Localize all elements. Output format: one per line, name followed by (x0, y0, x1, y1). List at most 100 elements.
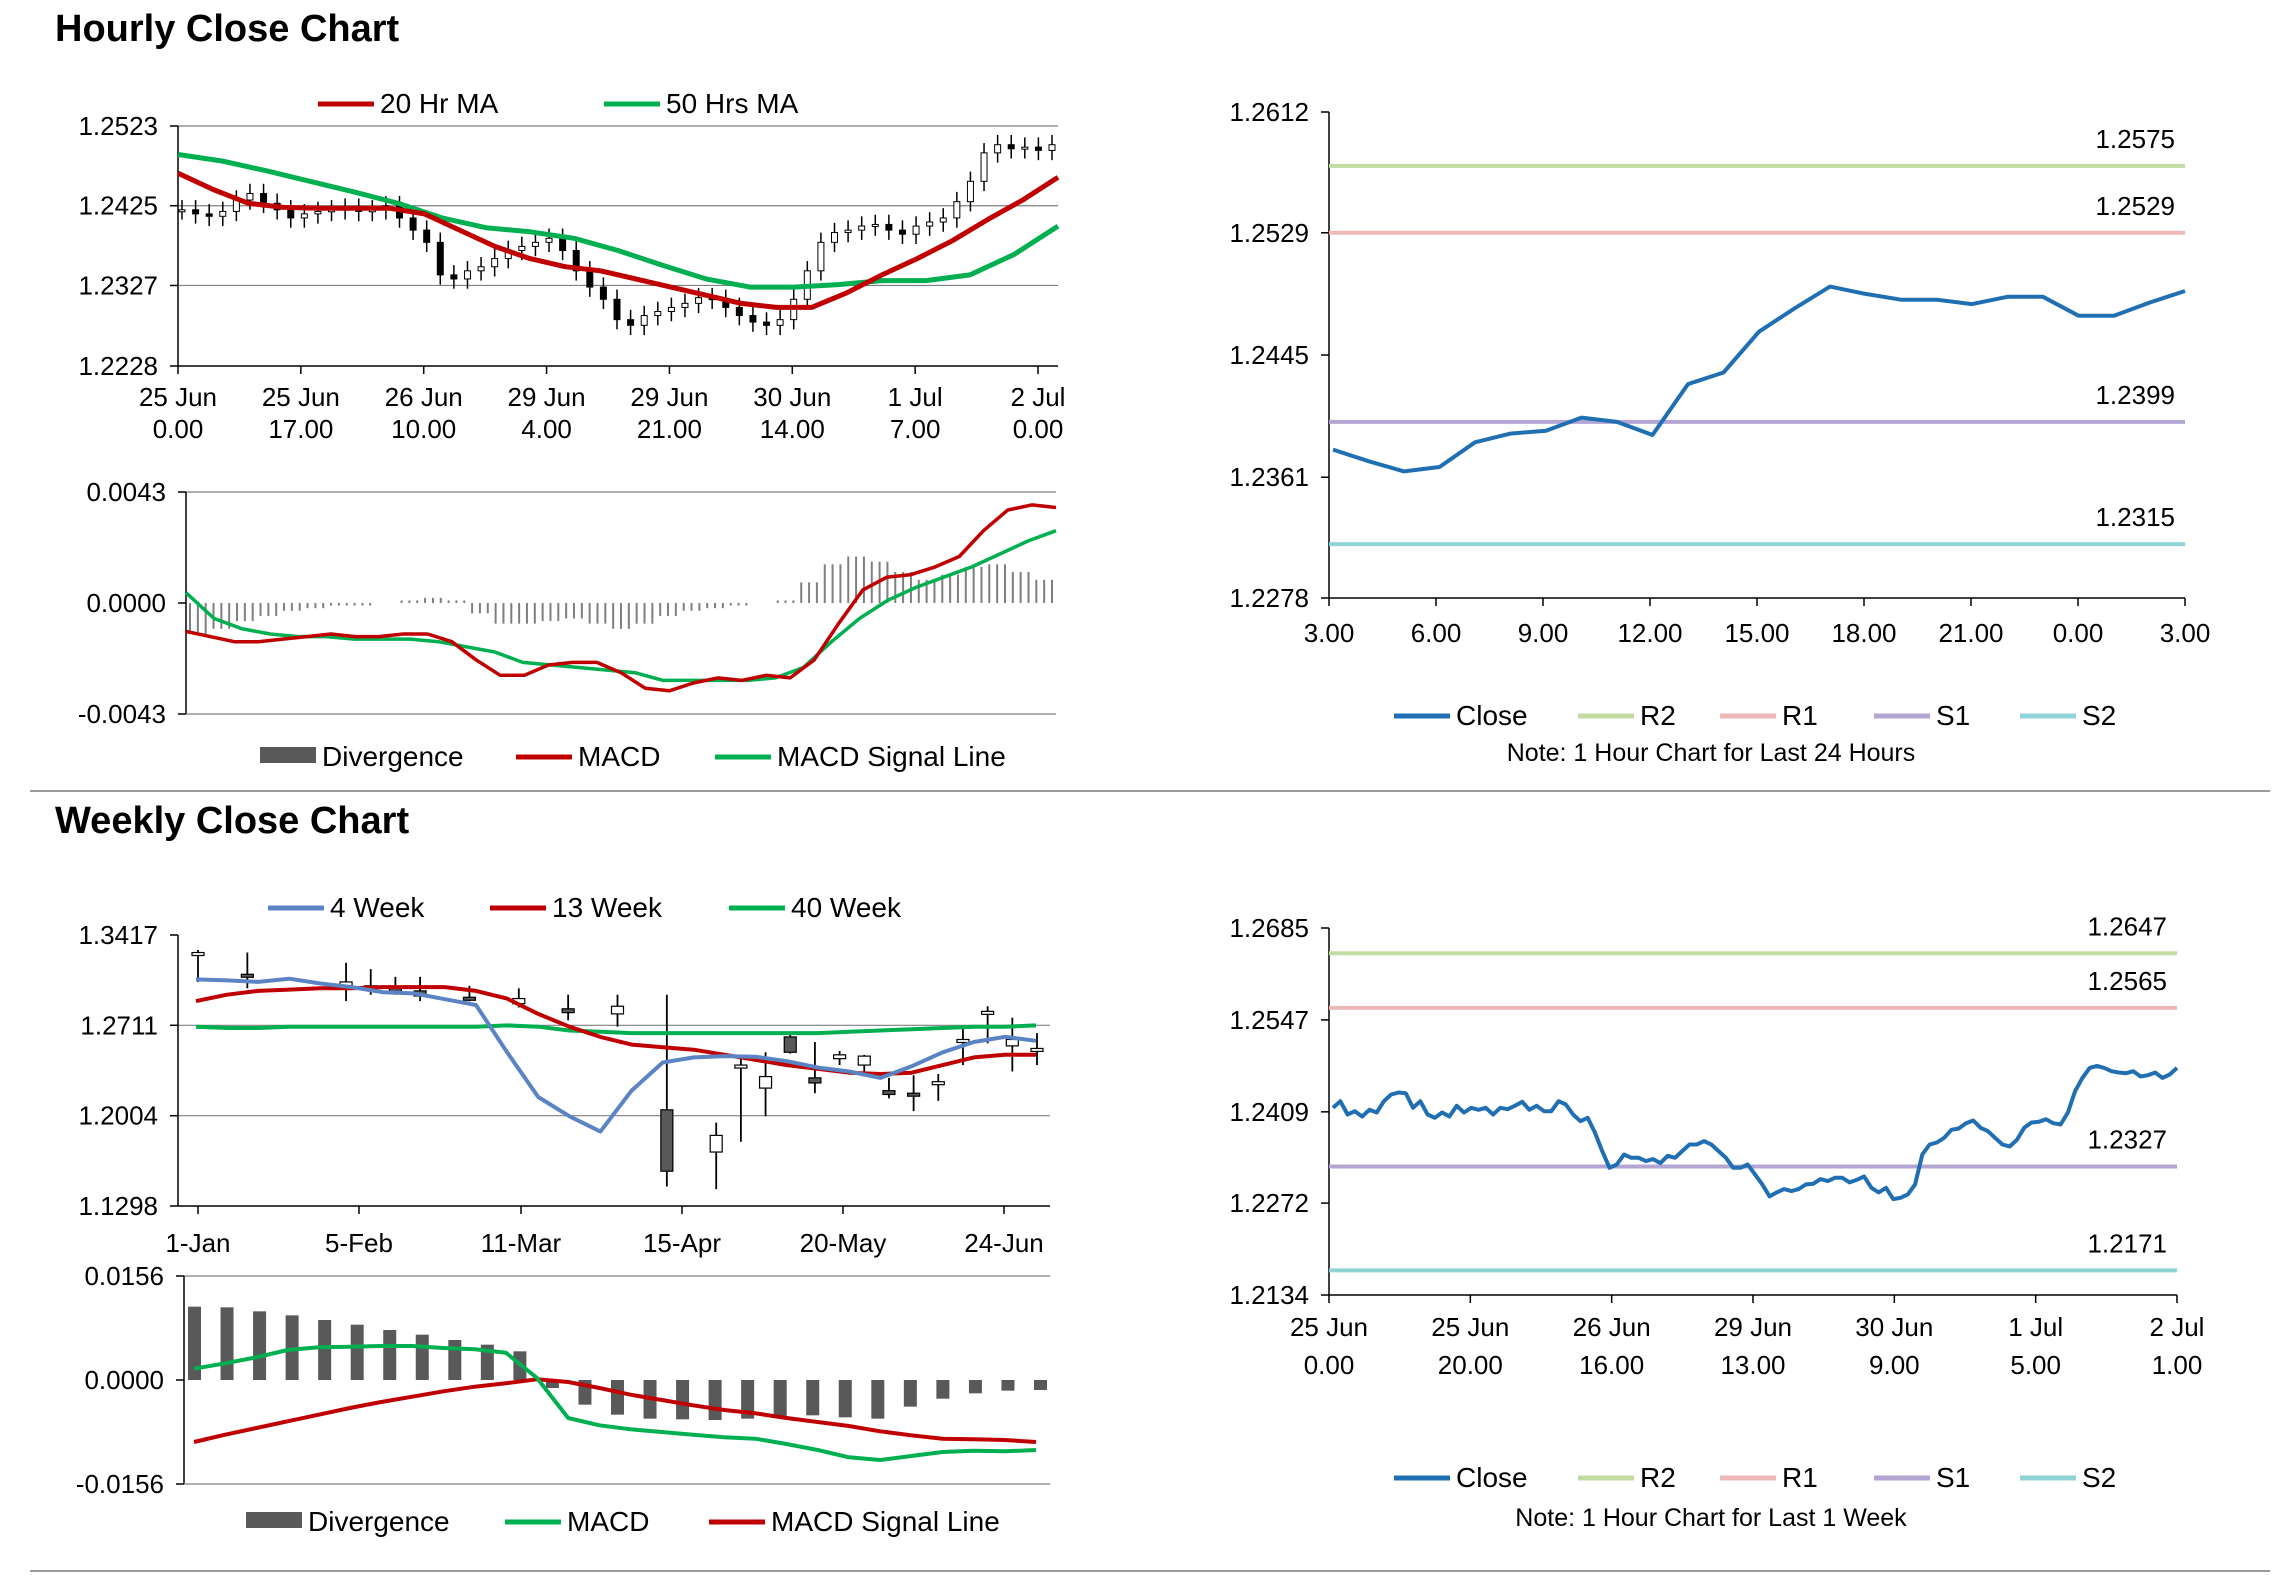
divergence-bar (350, 1324, 364, 1380)
candle-body (561, 1008, 575, 1014)
candle-body (1005, 1038, 1019, 1047)
candle-body (1048, 144, 1056, 151)
candle-body (409, 217, 417, 231)
x-tick-label: 24-Jun (964, 1228, 1044, 1258)
x-tick-label: 2 Jul (1011, 382, 1066, 412)
divergence-bar (741, 1380, 755, 1419)
x-tick-label: 11-Mar (481, 1228, 562, 1258)
candle-body (763, 321, 771, 326)
candle-body (613, 298, 621, 321)
candle-body (450, 274, 458, 280)
legend-r2-label: R2 (1640, 700, 1676, 731)
x-tick-label: 29 Jun (508, 382, 586, 412)
legend-divergence-swatch (260, 747, 316, 763)
y-tick-label: 1.2685 (1229, 913, 1309, 943)
x-tick-label: 3.00 (2160, 618, 2211, 648)
candle-body (1030, 1047, 1044, 1053)
candle-body (627, 319, 635, 326)
x-tick-label: 5.00 (2010, 1350, 2061, 1380)
ma50-line (177, 152, 1060, 290)
divergence-bar (383, 1330, 397, 1380)
x-tick-label: 25 Jun (139, 382, 217, 412)
divergence-bar (448, 1340, 462, 1380)
close-line (1332, 284, 2186, 474)
divergence-bar (806, 1380, 820, 1416)
candle-body (518, 245, 526, 251)
x-tick-label: 0.00 (2053, 618, 2104, 648)
x-tick-label: 25 Jun (262, 382, 340, 412)
x-tick-label: 3.00 (1304, 618, 1355, 648)
y-tick-label: 0.0043 (86, 477, 166, 507)
candle-body (660, 1109, 674, 1172)
x-tick-label: 13.00 (1720, 1350, 1785, 1380)
y-tick-label: 1.2004 (78, 1101, 158, 1131)
candle-body (654, 310, 662, 317)
legend-4-week-label: 4 Week (330, 892, 425, 923)
legend-ma50-label: 50 Hrs MA (666, 88, 799, 119)
legend-s1-label: S1 (1936, 1462, 1970, 1493)
x-tick-label: 1.00 (2152, 1350, 2203, 1380)
level-r1-label: 1.2529 (2095, 191, 2175, 221)
candle-body (844, 229, 852, 234)
candle-body (783, 1036, 797, 1053)
candle-body (926, 221, 934, 227)
candle-body (907, 1092, 921, 1097)
divergence-bar (318, 1320, 332, 1380)
y-tick-label: 1.2612 (1229, 97, 1309, 127)
candle-body (240, 973, 254, 978)
x-tick-label: 0.00 (153, 414, 204, 444)
level-r1-label: 1.2565 (2087, 966, 2167, 996)
macd-line (193, 1344, 1037, 1462)
level-s1-label: 1.2399 (2095, 380, 2175, 410)
candle-body (817, 241, 825, 272)
candle-body (749, 315, 757, 323)
candle-body (477, 266, 485, 272)
divergence-bar (480, 1344, 494, 1380)
candle-body (586, 270, 594, 288)
macd-line (185, 503, 1057, 693)
candle-body (260, 193, 268, 204)
candle-body (572, 249, 580, 272)
legend-40-week-label: 40 Week (791, 892, 902, 923)
candle-body (939, 217, 947, 223)
candle-body (709, 1134, 723, 1153)
candle-body (640, 315, 648, 326)
y-tick-label: 1.2409 (1229, 1097, 1309, 1127)
bottom-divider (30, 1570, 2270, 1572)
candle-body (832, 1054, 847, 1060)
candle-body (808, 1077, 822, 1084)
x-tick-label: 15-Apr (643, 1228, 721, 1258)
candle-body (776, 319, 784, 326)
x-tick-label: 21.00 (637, 414, 702, 444)
x-tick-label: 16.00 (1579, 1350, 1644, 1380)
x-tick-label: 4.00 (521, 414, 572, 444)
legend-macd-label: MACD (578, 741, 660, 772)
ma4-line (195, 976, 1037, 1134)
candle-body (858, 225, 866, 231)
candle-body (178, 209, 186, 213)
legend-macd-signal-label: MACD Signal Line (777, 741, 1006, 772)
candle-body (966, 180, 974, 203)
candle-body (1021, 146, 1029, 150)
divergence-bar (773, 1380, 787, 1418)
y-tick-label: 1.2278 (1229, 583, 1309, 613)
x-tick-label: 18.00 (1831, 618, 1896, 648)
level-s2-label: 1.2171 (2087, 1228, 2167, 1258)
y-tick-label: -0.0156 (76, 1469, 164, 1499)
candle-body (192, 209, 200, 215)
x-tick-label: 9.00 (1518, 618, 1569, 648)
section-divider (30, 790, 2270, 792)
divergence-bar (1034, 1380, 1047, 1390)
legend-ma20-label: 20 Hr MA (380, 88, 499, 119)
candle-body (882, 1090, 896, 1096)
candle-body (758, 1075, 773, 1089)
x-tick-label: 17.00 (268, 414, 333, 444)
legend-divergence-label: Divergence (322, 741, 464, 772)
y-tick-label: 1.2547 (1229, 1005, 1309, 1035)
x-tick-label: 1-Jan (165, 1228, 230, 1258)
divergence-bar (415, 1334, 429, 1380)
macd-signal-line (193, 1377, 1037, 1444)
legend-divergence-label: Divergence (308, 1506, 450, 1537)
candle-body (681, 302, 689, 308)
x-tick-label: 20.00 (1438, 1350, 1503, 1380)
